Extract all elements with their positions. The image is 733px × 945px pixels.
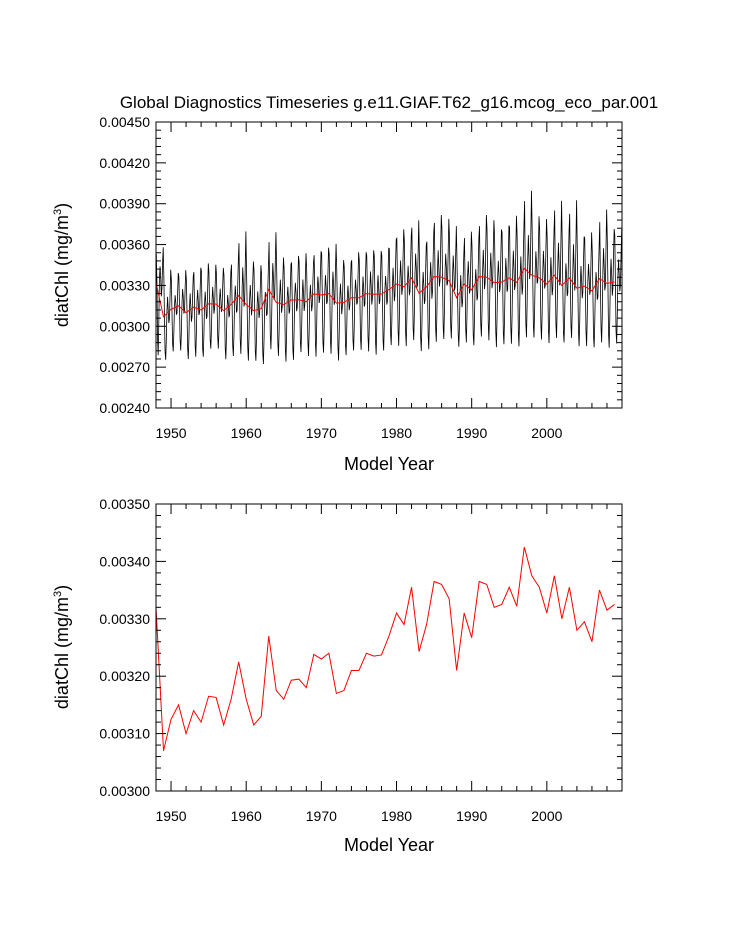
top-y-tick-label: 0.00360: [99, 237, 150, 253]
top-x-tick-label: 1950: [155, 425, 186, 441]
bottom-y-tick-label: 0.00320: [99, 668, 150, 684]
bottom-x-tick-label: 1990: [456, 808, 487, 824]
top-x-axis-title: Model Year: [344, 454, 434, 474]
top-panel-series: [155, 190, 623, 364]
bottom-y-tick-label: 0.00340: [99, 553, 150, 569]
top-panel-axes: 0.00240 0.00270 0.00300 0.00330 0.00360 0.003…: [99, 114, 622, 441]
top-x-tick-label: 2000: [531, 425, 562, 441]
top-x-tick-label: 1990: [456, 425, 487, 441]
bottom-x-tick-label: 2000: [531, 808, 562, 824]
top-y-axis-title: diatChl (mg/m3): [52, 203, 72, 327]
bottom-panel-series: [155, 546, 615, 751]
bottom-x-tick-label: 1970: [306, 808, 337, 824]
bottom-x-tick-label: 1950: [155, 808, 186, 824]
top-y-tick-label: 0.00330: [99, 277, 150, 293]
bottom-panel: 0.00300 0.00310 0.00320 0.00330 0.00340 0.003…: [52, 496, 623, 855]
bottom-x-tick-label: 1960: [231, 808, 262, 824]
top-y-tick-label: 0.00420: [99, 155, 150, 171]
bottom-y-tick-label: 0.00350: [99, 496, 150, 512]
top-x-tick-label: 1980: [381, 425, 412, 441]
top-y-tick-label: 0.00270: [99, 359, 150, 375]
top-monthly-series-line: [155, 190, 623, 364]
bottom-x-axis-title: Model Year: [344, 835, 434, 855]
bottom-y-axis-title: diatChl (mg/m3): [52, 585, 72, 709]
top-annual-mean-series-line: [155, 267, 615, 318]
bottom-x-tick-label: 1980: [381, 808, 412, 824]
top-y-tick-label: 0.00390: [99, 196, 150, 212]
top-y-tick-label: 0.00450: [99, 114, 150, 130]
bottom-plot-frame: [155, 503, 623, 792]
bottom-y-tick-label: 0.00300: [99, 783, 150, 799]
bottom-annual-mean-series-line: [155, 546, 615, 751]
top-y-tick-label: 0.00300: [99, 318, 150, 334]
bottom-panel-axes: 0.00300 0.00310 0.00320 0.00330 0.00340 0.003…: [99, 496, 622, 824]
chart-title: Global Diagnostics Timeseries g.e11.GIAF…: [120, 93, 658, 112]
top-y-tick-label: 0.00240: [99, 400, 150, 416]
top-panel: 0.00240 0.00270 0.00300 0.00330 0.00360 0.003…: [52, 114, 623, 474]
top-x-tick-label: 1970: [306, 425, 337, 441]
top-plot-frame: [155, 121, 623, 409]
top-x-tick-label: 1960: [231, 425, 262, 441]
bottom-y-tick-label: 0.00310: [99, 726, 150, 742]
bottom-y-tick-label: 0.00330: [99, 611, 150, 627]
